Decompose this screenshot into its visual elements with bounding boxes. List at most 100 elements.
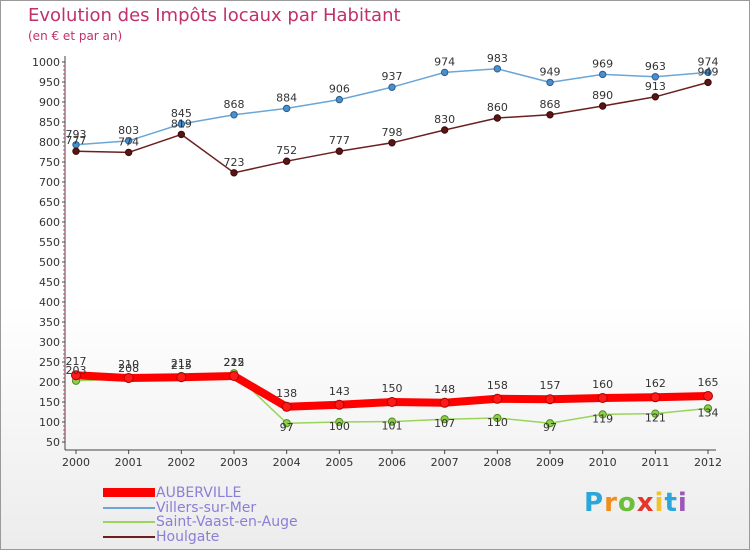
- data-point: [598, 410, 607, 419]
- data-point: [650, 392, 661, 403]
- data-point: [651, 93, 660, 101]
- data-point: [282, 104, 291, 113]
- data-point: [177, 130, 186, 139]
- x-tick-label: 2008: [483, 456, 511, 469]
- legend-swatch: [103, 536, 155, 538]
- data-point: [651, 73, 660, 81]
- data-label: 158: [487, 379, 508, 392]
- chart-subtitle: (en € et par an): [28, 29, 123, 43]
- logo-letter: i: [654, 488, 665, 518]
- data-label: 148: [434, 383, 455, 396]
- data-point: [71, 370, 81, 381]
- data-label: 868: [224, 98, 245, 111]
- legend-swatch: [103, 488, 155, 497]
- data-label: 208: [118, 362, 139, 375]
- data-label: 913: [645, 80, 666, 93]
- logo-letter: t: [664, 488, 678, 518]
- data-label: 752: [276, 144, 297, 157]
- y-tick-label: 350: [39, 316, 60, 329]
- y-tick-label: 800: [39, 136, 60, 149]
- data-point: [124, 137, 133, 145]
- data-label: 974: [434, 55, 455, 68]
- data-point: [335, 95, 344, 104]
- data-label: 793: [66, 128, 87, 141]
- data-point: [230, 169, 238, 177]
- data-label: 217: [66, 355, 87, 368]
- data-label: 969: [592, 57, 613, 70]
- data-point: [545, 419, 555, 428]
- legend-label: Saint-Vaast-en-Auge: [156, 514, 298, 530]
- data-point: [176, 372, 187, 383]
- data-label: 215: [224, 356, 245, 369]
- y-tick-label: 550: [39, 236, 60, 249]
- data-point: [598, 70, 607, 79]
- data-label: 138: [276, 387, 297, 400]
- data-label: 723: [224, 156, 245, 169]
- x-tick-label: 2005: [325, 456, 353, 469]
- data-point: [440, 68, 449, 77]
- y-tick-label: 1000: [32, 56, 60, 69]
- data-point: [598, 102, 607, 110]
- data-label: 150: [382, 382, 403, 395]
- data-label: 890: [592, 89, 613, 102]
- data-label: 777: [66, 134, 87, 147]
- logo-letter: P: [584, 488, 605, 518]
- x-tick-label: 2003: [220, 456, 248, 469]
- data-label: 165: [698, 376, 719, 389]
- data-label: 983: [487, 52, 508, 65]
- data-point: [704, 78, 712, 87]
- logo-letter: o: [617, 488, 637, 518]
- x-tick-label: 2012: [694, 456, 722, 469]
- x-tick-label: 2000: [62, 456, 90, 469]
- data-label: 777: [329, 134, 350, 147]
- data-label: 963: [645, 60, 666, 73]
- data-point: [177, 120, 186, 128]
- data-point: [493, 65, 502, 73]
- logo-letter: x: [636, 488, 655, 518]
- legend-label: Houlgate: [156, 529, 220, 545]
- data-label: 97: [280, 421, 294, 434]
- data-label: 97: [543, 421, 557, 434]
- data-point: [597, 393, 608, 403]
- legend-swatch: [103, 521, 155, 523]
- data-point: [440, 126, 449, 134]
- data-label: 119: [592, 412, 613, 425]
- y-tick-label: 250: [39, 356, 60, 369]
- data-point: [703, 404, 713, 413]
- data-label: 774: [118, 135, 139, 148]
- y-tick-label: 900: [39, 96, 60, 109]
- legend-swatch: [103, 507, 155, 509]
- y-tick-label: 150: [39, 396, 60, 409]
- y-tick-label: 850: [39, 116, 60, 129]
- data-point: [335, 417, 344, 427]
- data-point: [439, 397, 450, 408]
- data-label: 845: [171, 107, 192, 120]
- data-point: [703, 391, 713, 401]
- x-tick-label: 2007: [431, 456, 459, 469]
- y-tick-label: 500: [39, 256, 60, 269]
- data-point: [704, 68, 712, 77]
- data-label: 222: [224, 356, 245, 369]
- data-point: [493, 114, 502, 122]
- data-point: [387, 397, 397, 407]
- data-label: 868: [540, 98, 561, 111]
- data-label: 157: [540, 379, 561, 392]
- data-label: 860: [487, 101, 508, 114]
- data-label: 210: [118, 358, 139, 371]
- data-point: [546, 78, 554, 87]
- data-point: [334, 399, 345, 410]
- data-label: 803: [118, 124, 139, 137]
- proxiti-logo: Proxiti: [584, 488, 688, 518]
- data-point: [229, 371, 239, 381]
- data-label: 906: [329, 83, 350, 96]
- y-tick-label: 700: [39, 176, 60, 189]
- data-label: 798: [382, 126, 403, 139]
- logo-letter: r: [604, 488, 618, 518]
- logo-letter: i: [677, 488, 688, 518]
- x-tick-label: 2004: [273, 456, 301, 469]
- data-point: [388, 83, 396, 91]
- data-label: 203: [66, 364, 87, 377]
- data-label: 830: [434, 113, 455, 126]
- y-tick-label: 300: [39, 336, 60, 349]
